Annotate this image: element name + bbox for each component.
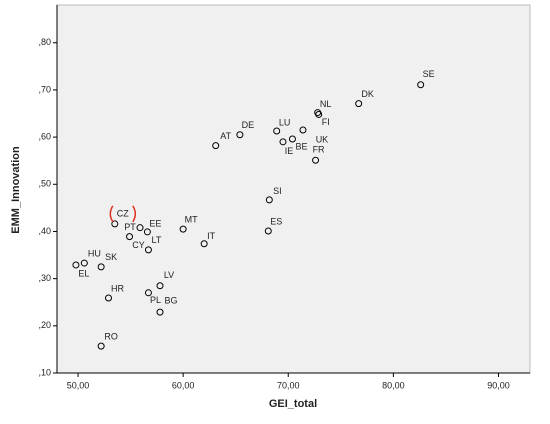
x-axis-title: GEI_total: [269, 398, 317, 410]
point-label: MT: [185, 214, 198, 224]
point-label: ES: [270, 216, 282, 226]
point: [264, 227, 272, 235]
y-tick-label: ,80: [38, 37, 51, 47]
point: [105, 294, 113, 302]
point-label: SE: [423, 69, 435, 79]
y-tick-label: ,40: [38, 226, 51, 236]
point-label: UK: [316, 134, 329, 144]
point: [355, 100, 363, 108]
y-tick-label: ,30: [38, 273, 51, 283]
point: [80, 259, 88, 267]
x-tick-label: 60,00: [172, 380, 195, 390]
x-tick-label: 80,00: [382, 380, 405, 390]
point-label: LT: [152, 235, 162, 245]
plot-area: [56, 4, 531, 374]
point-label: EL: [78, 268, 89, 278]
x-tick-label: 50,00: [67, 380, 90, 390]
y-tick-label: ,10: [38, 367, 51, 377]
y-axis-title: EMM_Innovation: [10, 146, 22, 234]
point-label: SI: [273, 186, 282, 196]
point: [156, 308, 164, 316]
y-tick-label: ,70: [38, 84, 51, 94]
point-label: RO: [104, 331, 118, 341]
point: [288, 135, 296, 143]
point: [97, 263, 105, 271]
point: [143, 228, 151, 236]
point: [144, 289, 152, 297]
point: [312, 156, 320, 164]
x-tick-label: 70,00: [277, 380, 300, 390]
point-label: LV: [164, 270, 174, 280]
point: [179, 225, 187, 233]
point: [97, 342, 105, 350]
point: [144, 246, 152, 254]
point-label: EE: [149, 218, 161, 228]
highlight-bracket: [132, 205, 137, 223]
point: [279, 138, 287, 146]
point-label: SK: [105, 252, 117, 262]
point-label: CZ: [117, 208, 129, 218]
point-label: BG: [165, 296, 178, 306]
point: [72, 261, 80, 269]
point-label: PL: [150, 295, 161, 305]
point: [273, 127, 281, 135]
point-label: NL: [320, 99, 332, 109]
point-label: CY: [132, 240, 145, 250]
point-label: FR: [313, 145, 325, 155]
point: [111, 220, 119, 228]
point-label: PT: [124, 222, 136, 232]
point: [417, 81, 425, 89]
point-label: AT: [220, 131, 231, 141]
point: [212, 142, 220, 150]
point: [236, 131, 244, 139]
point-label: DK: [361, 89, 374, 99]
point: [315, 110, 323, 118]
point-label: IE: [285, 146, 294, 156]
point-label: BE: [295, 141, 307, 151]
point-label: FI: [322, 117, 330, 127]
highlight-bracket: [109, 205, 114, 223]
point: [156, 282, 164, 290]
point-label: LU: [279, 117, 291, 127]
point: [265, 196, 273, 204]
y-tick-label: ,60: [38, 131, 51, 141]
point-label: IT: [207, 231, 216, 241]
point-label: HR: [111, 283, 124, 293]
point: [136, 224, 144, 232]
y-tick-label: ,50: [38, 179, 51, 189]
x-tick-label: 90,00: [487, 380, 510, 390]
point-label: HU: [88, 248, 101, 258]
point: [200, 240, 208, 248]
point: [299, 126, 307, 134]
point: [126, 233, 134, 241]
point-label: DE: [242, 120, 255, 130]
y-tick-label: ,20: [38, 320, 51, 330]
